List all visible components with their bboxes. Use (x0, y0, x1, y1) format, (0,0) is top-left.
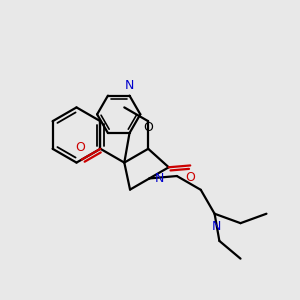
Text: N: N (212, 220, 221, 233)
Text: O: O (185, 172, 195, 184)
Text: O: O (75, 141, 85, 154)
Text: N: N (125, 79, 134, 92)
Text: N: N (155, 172, 164, 185)
Text: O: O (143, 121, 153, 134)
